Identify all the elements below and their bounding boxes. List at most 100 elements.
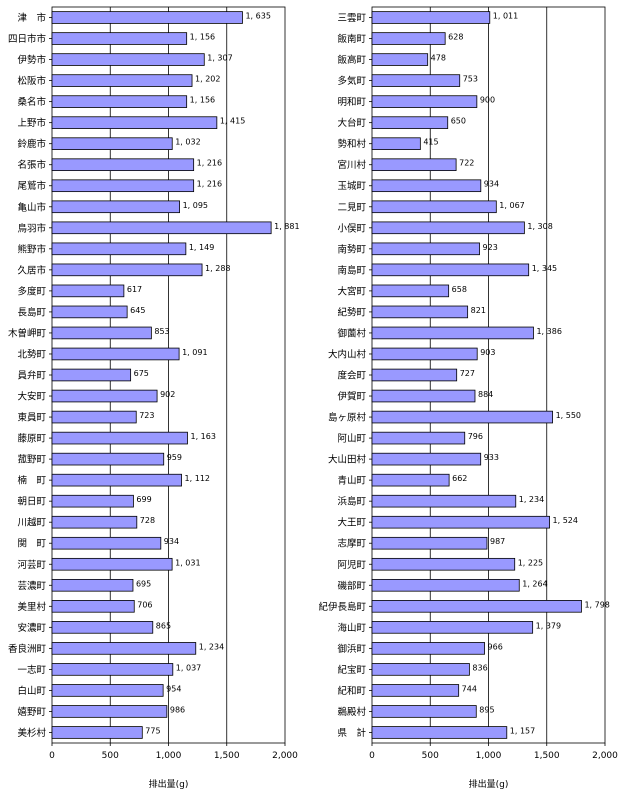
bar-2-28 bbox=[371, 600, 582, 613]
value-label-1-19: 723 bbox=[139, 411, 154, 420]
bar-1-11 bbox=[51, 242, 187, 256]
category-label-1-10: 鳥羽市 bbox=[17, 222, 46, 234]
value-label-2-9: 1, 067 bbox=[499, 201, 524, 210]
bar-2-2 bbox=[371, 53, 429, 66]
bar-2-9 bbox=[371, 200, 497, 214]
category-label-1-2: 伊勢市 bbox=[17, 54, 46, 66]
category-label-2-2: 飯高町 bbox=[337, 54, 366, 66]
category-label-2-28: 紀伊長島町 bbox=[318, 601, 366, 613]
value-label-1-15: 853 bbox=[154, 327, 169, 336]
category-label-1-20: 藤原町 bbox=[17, 433, 46, 445]
category-label-1-14: 長島町 bbox=[17, 306, 46, 318]
value-label-1-16: 1, 091 bbox=[182, 348, 207, 357]
category-label-2-17: 度会町 bbox=[337, 370, 366, 382]
bar-2-6 bbox=[371, 137, 421, 150]
value-label-1-9: 1, 095 bbox=[183, 201, 208, 210]
value-label-2-20: 796 bbox=[468, 432, 483, 441]
bar-2-12 bbox=[371, 263, 530, 277]
value-label-2-4: 900 bbox=[480, 96, 495, 105]
bar-1-9 bbox=[51, 200, 180, 214]
category-label-1-30: 香良洲町 bbox=[8, 643, 47, 655]
value-label-1-23: 699 bbox=[136, 495, 151, 504]
bar-2-31 bbox=[371, 663, 470, 676]
category-label-1-13: 多度町 bbox=[17, 285, 46, 297]
value-label-2-15: 1, 386 bbox=[536, 327, 561, 336]
value-label-2-31: 836 bbox=[472, 663, 487, 672]
value-label-2-19: 1, 550 bbox=[556, 411, 581, 420]
bar-1-14 bbox=[51, 305, 128, 319]
category-label-1-9: 亀山市 bbox=[17, 201, 46, 213]
value-label-1-4: 1, 156 bbox=[190, 96, 215, 105]
value-label-2-12: 1, 345 bbox=[532, 264, 557, 273]
category-label-1-17: 員弁町 bbox=[17, 370, 46, 382]
category-label-2-8: 玉城町 bbox=[337, 181, 366, 192]
category-label-2-19: 島ヶ原村 bbox=[328, 412, 367, 424]
category-label-2-14: 紀勢町 bbox=[337, 306, 366, 318]
category-label-1-15: 木曽岬町 bbox=[8, 327, 47, 339]
bar-2-14 bbox=[371, 305, 469, 319]
category-label-1-4: 桑名市 bbox=[17, 96, 46, 108]
bar-2-26 bbox=[371, 557, 516, 571]
category-label-2-4: 明和町 bbox=[337, 97, 366, 108]
category-label-2-0: 三雲町 bbox=[337, 13, 366, 24]
value-label-2-1: 628 bbox=[448, 33, 463, 42]
category-label-1-31: 一志町 bbox=[17, 664, 46, 676]
category-label-2-23: 浜島町 bbox=[337, 496, 366, 508]
bar-2-25 bbox=[371, 536, 488, 550]
category-label-1-11: 熊野市 bbox=[17, 243, 46, 255]
value-label-1-24: 728 bbox=[140, 516, 155, 525]
category-label-1-24: 川越町 bbox=[17, 517, 46, 529]
category-label-1-3: 松阪市 bbox=[17, 75, 46, 87]
category-label-2-26: 阿児町 bbox=[337, 560, 366, 571]
category-label-1-34: 美杉村 bbox=[17, 727, 46, 739]
bar-1-27 bbox=[51, 578, 134, 592]
value-label-2-14: 821 bbox=[471, 306, 486, 315]
category-label-1-28: 美里村 bbox=[17, 601, 46, 613]
bar-2-8 bbox=[371, 179, 482, 193]
category-label-2-12: 南島町 bbox=[337, 264, 366, 276]
bar-1-33 bbox=[51, 705, 168, 718]
category-label-2-22: 青山町 bbox=[337, 475, 366, 487]
x-tick-label-2-4: 2,000 bbox=[592, 751, 618, 761]
value-label-2-33: 895 bbox=[479, 705, 494, 714]
value-label-2-25: 987 bbox=[490, 537, 505, 546]
value-label-1-32: 954 bbox=[166, 684, 181, 693]
bar-2-27 bbox=[371, 578, 520, 592]
bar-2-0 bbox=[371, 11, 491, 24]
category-label-2-3: 多気町 bbox=[337, 75, 366, 87]
category-label-1-33: 嬉野町 bbox=[17, 706, 46, 718]
bar-2-10 bbox=[371, 221, 525, 235]
category-label-1-7: 名張市 bbox=[17, 159, 46, 171]
category-label-1-6: 鈴鹿市 bbox=[17, 138, 46, 150]
value-label-1-13: 617 bbox=[127, 285, 142, 294]
category-label-2-1: 飯南町 bbox=[337, 33, 366, 45]
category-label-1-19: 東員町 bbox=[17, 412, 46, 424]
bar-1-3 bbox=[51, 74, 193, 87]
bar-1-13 bbox=[51, 284, 125, 298]
bar-2-32 bbox=[371, 684, 460, 697]
category-label-1-23: 朝日町 bbox=[17, 497, 46, 508]
value-label-1-1: 1, 156 bbox=[190, 33, 215, 42]
x-tick-label-2-2: 1,000 bbox=[476, 751, 502, 761]
category-label-2-11: 南勢町 bbox=[337, 243, 366, 255]
value-label-2-11: 923 bbox=[483, 243, 498, 252]
bar-2-1 bbox=[371, 32, 446, 45]
value-label-1-3: 1, 202 bbox=[195, 75, 220, 84]
category-label-1-21: 菰野町 bbox=[17, 454, 46, 466]
value-label-2-2: 478 bbox=[431, 54, 446, 63]
category-label-1-0: 津 市 bbox=[17, 12, 46, 24]
value-label-2-32: 744 bbox=[462, 684, 477, 693]
value-label-2-16: 903 bbox=[480, 348, 495, 357]
category-label-2-9: 二見町 bbox=[337, 202, 366, 213]
value-label-1-34: 775 bbox=[145, 726, 160, 735]
value-label-2-27: 1, 264 bbox=[522, 579, 547, 588]
value-label-2-21: 933 bbox=[484, 453, 499, 462]
value-label-1-25: 934 bbox=[164, 537, 179, 546]
bar-1-17 bbox=[51, 368, 132, 382]
category-label-2-10: 小俣町 bbox=[337, 222, 366, 234]
value-label-1-22: 1, 112 bbox=[185, 474, 210, 483]
x-tick-label-2-3: 1,500 bbox=[534, 751, 560, 761]
value-label-1-31: 1, 037 bbox=[176, 663, 201, 672]
category-label-1-12: 久居市 bbox=[17, 264, 46, 276]
category-label-2-24: 大王町 bbox=[337, 517, 366, 529]
